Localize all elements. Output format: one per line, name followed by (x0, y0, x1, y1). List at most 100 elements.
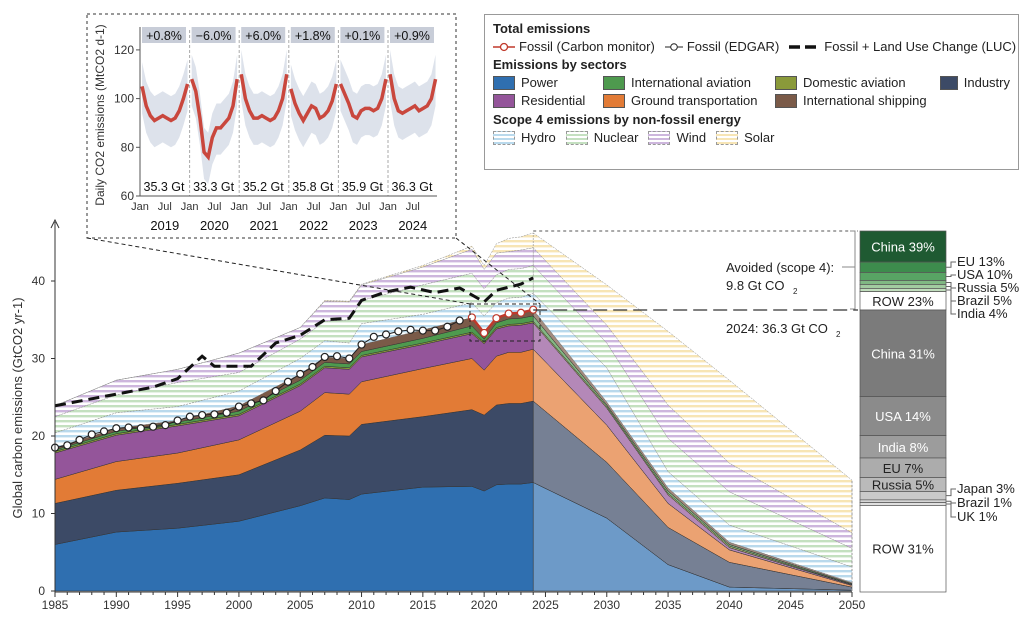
year-total-label: 35.9 Gt (342, 180, 384, 194)
edgar-point (234, 402, 244, 411)
subscript: 2 (836, 330, 841, 339)
color-swatch (775, 93, 797, 108)
edgar-point (185, 412, 194, 421)
legend-label: Residential (521, 93, 586, 108)
annotations: Avoided (scope 4): 9.8 Gt CO 2 2024: 36.3 G… (86, 230, 858, 342)
bar-segment (859, 288, 947, 292)
red-circle-line-icon (493, 42, 515, 51)
color-swatch (603, 75, 625, 90)
legend-luc: Fossil + Land Use Change (LUC) (789, 39, 1016, 54)
edgar-point (406, 325, 415, 334)
legend-sector-domestic-aviation: Domestic aviation (775, 75, 930, 90)
legend-total-heading: Total emissions (493, 21, 591, 36)
year-label: 2022 (299, 218, 328, 233)
label-leader (946, 281, 956, 289)
bar-segment (859, 491, 947, 501)
zoom-box (469, 303, 541, 342)
edgar-point (259, 396, 268, 405)
bar-segment-label: India 8% (878, 440, 929, 455)
edgar-point (161, 421, 170, 430)
legend-sector-industry: Industry (940, 75, 1010, 90)
month-tick-label: Jul (207, 201, 221, 213)
legend-label: Ground transportation (631, 93, 758, 108)
avoided-value: 9.8 Gt CO (726, 278, 785, 293)
legend-label: Fossil (Carbon monitor) (519, 39, 655, 54)
x-tick-label: 2030 (593, 598, 620, 612)
label-leader (946, 488, 956, 497)
bar-segment (859, 502, 947, 506)
x-tick-label: 1985 (42, 598, 69, 612)
x-tick-label: 2010 (348, 598, 375, 612)
year-total-label: 35.3 Gt (144, 180, 186, 194)
legend-edgar: Fossil (EDGAR) (664, 39, 779, 54)
inset-y-tick-label: 120 (114, 43, 134, 57)
legend-label: Hydro (521, 130, 556, 145)
month-tick-label: Jan (379, 201, 397, 213)
edgar-point (431, 326, 440, 335)
edgar-point (381, 330, 391, 339)
inset-y-tick-label: 100 (114, 92, 134, 106)
bar-segment-label: China 39% (871, 240, 935, 255)
x-tick-label: 2045 (777, 598, 804, 612)
daily-emissions-line (140, 83, 190, 123)
main-axes: 1985 1990 1995 2000 2005 2010 2015 2020 2025 2030… (10, 218, 866, 612)
label-leader (946, 503, 956, 518)
legend-sector-international-aviation: International aviation (603, 75, 765, 90)
bar-segment (859, 505, 947, 593)
daily-inset: +0.8% 35.3 Gt Jan Jul 2019 −6.0% 33.3 Gt Jan Jul… (86, 13, 457, 239)
legend-label: Industry (963, 75, 1010, 90)
legend-sector-grid: Power International aviation Domestic avia… (493, 75, 1010, 108)
month-tick-label: Jan (280, 201, 298, 213)
area-projection-solar (532, 232, 853, 534)
legend-scope-solar: Solar (716, 130, 774, 145)
hatched-swatch (493, 130, 515, 145)
change-badge (340, 27, 385, 43)
color-swatch (603, 93, 625, 108)
legend-label: Nuclear (593, 130, 639, 145)
bar-segment (859, 280, 947, 285)
edgar-point (198, 410, 207, 420)
year-total-label: 36.3 Gt (392, 180, 434, 194)
legend-label: Domestic aviation (803, 75, 906, 90)
bar-segment-label: Russia 5% (872, 478, 935, 493)
total-2024-label: 2024: 36.3 Gt CO (726, 321, 828, 336)
legend-label: Wind (676, 130, 707, 145)
legend-sector-international-shipping: International shipping (775, 93, 930, 108)
month-tick-label: Jul (406, 201, 420, 213)
year-change-label: +0.9% (394, 29, 430, 43)
total-lines (50, 276, 538, 452)
bar-segment-label: India 4% (957, 306, 1008, 321)
year-label: 2021 (250, 218, 279, 233)
inset-y-axis-label: Daily CO2 emissions (MtCO2 d-1) (93, 24, 107, 205)
y-tick-label: 30 (32, 352, 46, 366)
edgar-point (112, 424, 121, 433)
label-leader (946, 289, 956, 315)
year-total-label: 33.3 Gt (193, 180, 235, 194)
carbon-monitor-point (516, 308, 526, 317)
edgar-point (357, 340, 366, 349)
area-projection-wind (532, 247, 853, 549)
change-badge (241, 27, 286, 43)
year-change-label: +1.8% (295, 29, 331, 43)
bar-segment-label: EU 7% (883, 461, 924, 476)
legend-label: Power (521, 75, 558, 90)
edgar-point (283, 377, 293, 386)
y-tick-label: 40 (32, 274, 46, 288)
legend-sector-residential: Residential (493, 93, 593, 108)
color-swatch (775, 75, 797, 90)
daily-emissions-line (190, 78, 239, 161)
legend-scope-row: Hydro Nuclear Wind Solar (493, 130, 1010, 145)
edgar-point (418, 326, 427, 335)
x-tick-label: 2005 (287, 598, 314, 612)
year-total-label: 35.2 Gt (243, 180, 285, 194)
legend-label: International aviation (631, 75, 751, 90)
bar-segment-label: USA 14% (875, 409, 931, 424)
change-badge (142, 27, 186, 43)
month-tick-label: Jan (230, 201, 248, 213)
year-change-label: −6.0% (196, 29, 232, 43)
edgar-point (320, 352, 329, 362)
uncertainty-band (390, 49, 436, 140)
year-change-label: +6.0% (245, 29, 281, 43)
area-solar (54, 232, 534, 407)
